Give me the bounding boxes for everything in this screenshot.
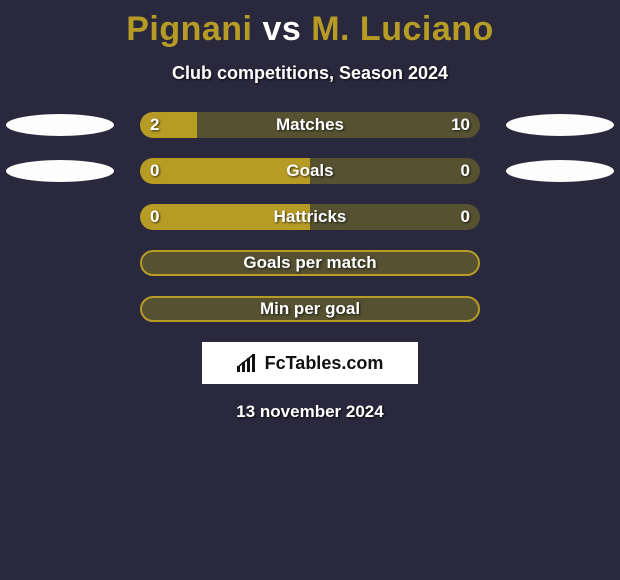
stat-label: Goals [140, 158, 480, 184]
stat-value-b: 10 [451, 112, 470, 138]
stat-row: Goals per match [0, 250, 620, 276]
vs-text: vs [253, 10, 312, 48]
team-b-oval [506, 160, 614, 182]
stat-label: Matches [140, 112, 480, 138]
player-a-name: Pignani [126, 10, 252, 48]
bars-icon [237, 354, 259, 372]
subtitle: Club competitions, Season 2024 [0, 63, 620, 84]
stat-row: Min per goal [0, 296, 620, 322]
stat-row: Goals0 0 [0, 158, 620, 184]
comparison-card: Pignani vs M. Luciano Club competitions,… [0, 0, 620, 422]
stat-label: Goals per match [140, 250, 480, 276]
stat-label: Min per goal [140, 296, 480, 322]
stat-value-a: 0 [150, 158, 159, 184]
stat-label: Hattricks [140, 204, 480, 230]
stat-value-b: 0 [461, 204, 470, 230]
stat-row: Matches2 10 [0, 112, 620, 138]
team-a-oval [6, 114, 114, 136]
stat-rows: Matches210Goals00Hattricks00Goals per ma… [0, 112, 620, 322]
stat-value-a: 0 [150, 204, 159, 230]
date-text: 13 november 2024 [0, 402, 620, 422]
team-a-oval [6, 160, 114, 182]
stat-row: Hattricks0 0 [0, 204, 620, 230]
logo-text: FcTables.com [265, 353, 384, 374]
logo-box: FcTables.com [202, 342, 418, 384]
player-b-name: M. Luciano [311, 10, 494, 48]
page-title: Pignani vs M. Luciano [0, 0, 620, 49]
stat-value-b: 0 [461, 158, 470, 184]
stat-value-a: 2 [150, 112, 159, 138]
team-b-oval [506, 114, 614, 136]
